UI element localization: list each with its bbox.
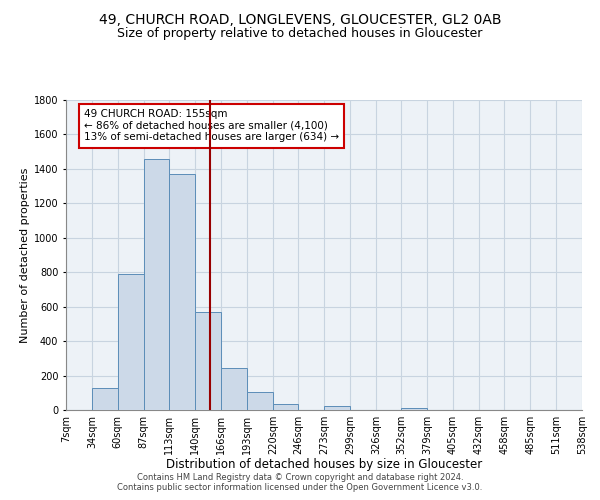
X-axis label: Distribution of detached houses by size in Gloucester: Distribution of detached houses by size …: [166, 458, 482, 471]
Text: 49 CHURCH ROAD: 155sqm
← 86% of detached houses are smaller (4,100)
13% of semi-: 49 CHURCH ROAD: 155sqm ← 86% of detached…: [84, 110, 339, 142]
Bar: [221, 368, 247, 410]
Bar: [273, 404, 298, 410]
Bar: [118, 274, 144, 410]
Bar: [247, 392, 273, 410]
Bar: [92, 388, 118, 410]
Text: 49, CHURCH ROAD, LONGLEVENS, GLOUCESTER, GL2 0AB: 49, CHURCH ROAD, LONGLEVENS, GLOUCESTER,…: [99, 12, 501, 26]
Bar: [144, 158, 169, 410]
Text: Contains public sector information licensed under the Open Government Licence v3: Contains public sector information licen…: [118, 484, 482, 492]
Text: Contains HM Land Registry data © Crown copyright and database right 2024.: Contains HM Land Registry data © Crown c…: [137, 472, 463, 482]
Bar: [325, 406, 350, 410]
Y-axis label: Number of detached properties: Number of detached properties: [20, 168, 29, 342]
Bar: [401, 408, 427, 410]
Bar: [169, 174, 195, 410]
Text: Size of property relative to detached houses in Gloucester: Size of property relative to detached ho…: [118, 28, 482, 40]
Bar: [195, 312, 221, 410]
